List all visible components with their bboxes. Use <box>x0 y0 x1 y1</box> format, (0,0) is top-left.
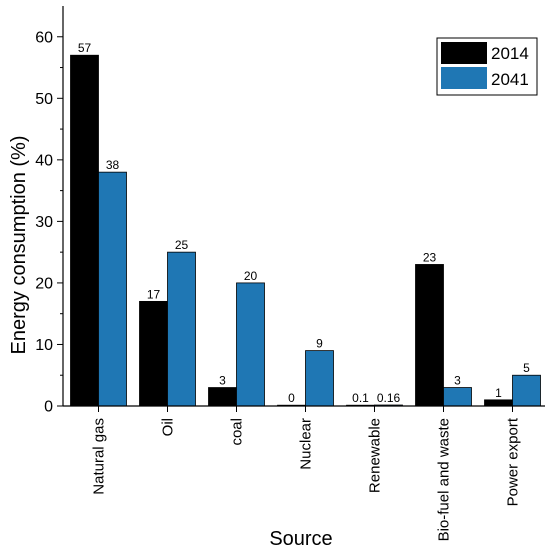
x-tick-label: Nuclear <box>298 418 315 470</box>
y-tick-label: 50 <box>35 91 53 108</box>
x-tick-label: Oil <box>160 418 177 436</box>
bar-2014 <box>484 399 513 407</box>
bar-2041 <box>443 387 472 407</box>
y-tick-label: 60 <box>35 29 53 46</box>
y-tick-label: 20 <box>35 275 53 292</box>
bar-2041 <box>236 282 265 407</box>
legend-swatch-2041 <box>441 67 487 89</box>
data-label-2014: 3 <box>219 374 226 388</box>
data-label-2041: 0.16 <box>377 391 401 405</box>
legend-swatch-2014 <box>441 42 487 64</box>
data-label-2014: 1 <box>495 386 502 400</box>
bar-2041 <box>98 171 127 407</box>
bar-2014 <box>208 387 237 407</box>
data-labels-layer: 57 38 17 25 3 20 0 9 0.1 0.16 23 3 1 5 <box>78 41 530 405</box>
y-tick-label: 10 <box>35 337 53 354</box>
x-axis-title: Source <box>269 528 332 550</box>
data-label-2014: 23 <box>423 250 437 264</box>
y-tick-label: 30 <box>35 214 53 231</box>
x-tick-label: Natural gas <box>91 418 108 495</box>
bar-2014 <box>139 300 168 407</box>
bars-layer <box>70 54 541 407</box>
x-tick-label: Power export <box>505 417 522 506</box>
legend-label-2014: 2014 <box>491 44 529 63</box>
bar-2041 <box>305 350 334 407</box>
data-label-2041: 25 <box>175 238 189 252</box>
bar-2041 <box>167 251 196 407</box>
axes <box>62 6 545 407</box>
bar-2014 <box>415 264 444 407</box>
x-ticks: Natural gas Oil coal Nuclear Renewable Bio-fu… <box>91 406 522 541</box>
data-label-2014: 0.1 <box>352 391 369 405</box>
data-label-2041: 20 <box>244 269 258 283</box>
legend: 2014 2041 <box>436 37 538 96</box>
x-tick-label: Bio-fuel and waste <box>436 418 453 541</box>
bar-2014 <box>70 54 99 407</box>
data-label-2014: 17 <box>147 287 161 301</box>
legend-label-2041: 2041 <box>491 70 529 89</box>
y-tick-label: 40 <box>35 152 53 169</box>
data-label-2041: 5 <box>523 361 530 375</box>
data-label-2014: 0 <box>288 391 295 405</box>
y-ticks: 0 10 20 30 40 50 60 <box>35 29 63 416</box>
data-label-2041: 9 <box>316 337 323 351</box>
data-label-2014: 57 <box>78 41 92 55</box>
x-tick-label: Renewable <box>367 418 384 493</box>
x-tick-label: coal <box>229 418 246 446</box>
data-label-2041: 3 <box>454 374 461 388</box>
data-label-2041: 38 <box>106 158 120 172</box>
y-axis-title: Energy consumption (%) <box>8 136 30 355</box>
bar-2041 <box>512 374 541 407</box>
y-tick-label: 0 <box>44 399 53 416</box>
